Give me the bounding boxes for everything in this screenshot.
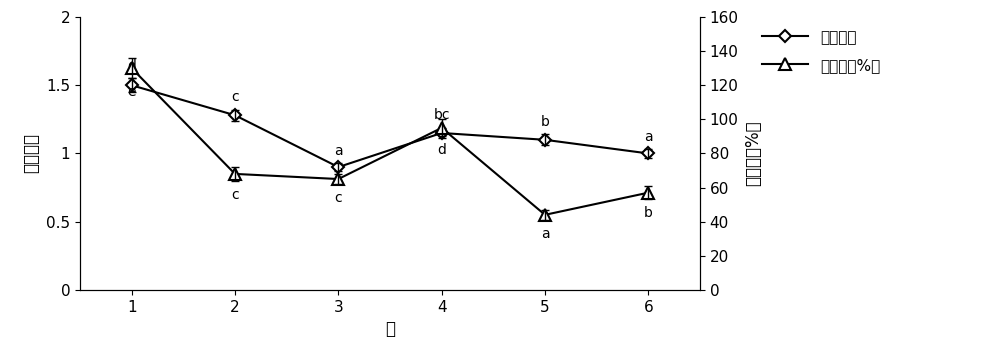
Text: a: a — [541, 227, 549, 241]
Y-axis label: 纯化倍数: 纯化倍数 — [23, 133, 41, 174]
回收率（%） — [229, 172, 241, 176]
纯化倍数 — [126, 83, 138, 87]
回收率（%） — [332, 177, 344, 181]
纯化倍数 — [539, 138, 551, 142]
Y-axis label: 回收率（%）: 回收率（%） — [744, 121, 762, 186]
Text: c: c — [231, 188, 239, 202]
纯化倍数 — [436, 131, 448, 135]
回收率（%） — [642, 191, 654, 195]
Text: a: a — [334, 144, 343, 158]
Text: c: c — [231, 90, 239, 104]
回收率（%） — [539, 213, 551, 217]
纯化倍数 — [332, 165, 344, 169]
Text: b: b — [541, 115, 549, 129]
Text: d: d — [127, 59, 136, 73]
纯化倍数 — [642, 151, 654, 155]
回收率（%） — [436, 126, 448, 130]
Line: 纯化倍数: 纯化倍数 — [128, 81, 652, 171]
Line: 回收率（%）: 回收率（%） — [126, 63, 654, 220]
Text: b: b — [644, 206, 653, 220]
Text: c: c — [335, 191, 342, 205]
回收率（%） — [126, 66, 138, 70]
X-axis label: 盐: 盐 — [385, 320, 395, 338]
纯化倍数 — [229, 113, 241, 117]
Text: e: e — [127, 85, 136, 99]
Legend: 纯化倍数, 回收率（%）: 纯化倍数, 回收率（%） — [757, 25, 885, 78]
Text: a: a — [644, 130, 653, 144]
Text: bc: bc — [433, 108, 450, 122]
Text: d: d — [437, 143, 446, 157]
